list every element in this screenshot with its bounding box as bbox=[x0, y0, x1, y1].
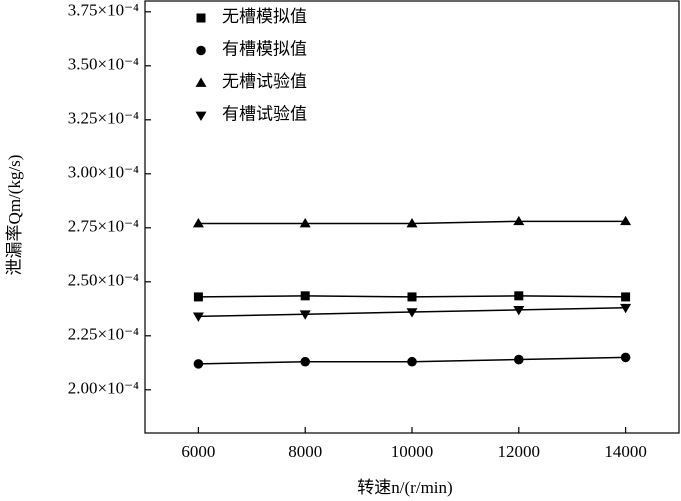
y-tick-label: 2.75×10⁻⁴ bbox=[68, 217, 139, 236]
legend-label: 无槽模拟值 bbox=[222, 7, 307, 26]
marker-square bbox=[196, 13, 206, 23]
marker-circle bbox=[196, 45, 206, 56]
legend-label: 有槽模拟值 bbox=[222, 39, 307, 58]
y-tick-label: 3.00×10⁻⁴ bbox=[68, 163, 139, 182]
y-tick-label: 3.50×10⁻⁴ bbox=[68, 55, 139, 74]
marker-triangle-down bbox=[406, 308, 418, 318]
y-tick-label: 2.00×10⁻⁴ bbox=[68, 379, 139, 398]
marker-square bbox=[300, 291, 310, 301]
marker-triangle-down bbox=[620, 303, 632, 314]
marker-circle bbox=[620, 352, 631, 363]
marker-circle bbox=[193, 359, 204, 369]
marker-triangle-down bbox=[192, 312, 204, 322]
marker-square bbox=[514, 291, 524, 301]
marker-triangle-down bbox=[195, 111, 207, 121]
marker-square bbox=[621, 292, 631, 302]
y-tick-label: 3.75×10⁻⁴ bbox=[68, 1, 139, 20]
x-tick-label: 6000 bbox=[181, 442, 215, 461]
marker-triangle-up bbox=[406, 217, 418, 228]
marker-triangle-up bbox=[192, 217, 204, 228]
plot-frame bbox=[144, 0, 680, 434]
marker-circle bbox=[300, 356, 311, 367]
y-tick-label: 3.25×10⁻⁴ bbox=[68, 109, 139, 128]
marker-triangle-up bbox=[299, 217, 311, 228]
x-tick-label: 10000 bbox=[391, 442, 434, 461]
marker-circle bbox=[514, 354, 524, 365]
x-tick-label: 8000 bbox=[288, 442, 322, 461]
legend-label: 无槽试验值 bbox=[222, 72, 307, 91]
marker-triangle-up bbox=[195, 77, 207, 87]
marker-triangle-down bbox=[299, 310, 311, 320]
marker-triangle-up bbox=[620, 215, 632, 226]
x-tick-label: 12000 bbox=[498, 442, 541, 461]
marker-square bbox=[193, 292, 203, 302]
x-axis-label: 转速n/(r/min) bbox=[357, 478, 452, 497]
marker-triangle-down bbox=[513, 306, 525, 316]
y-axis-label: 泄漏率Qm/(kg/s) bbox=[5, 155, 24, 276]
marker-square bbox=[407, 292, 417, 302]
x-tick-label: 14000 bbox=[604, 442, 647, 461]
legend-label: 有槽试验值 bbox=[222, 104, 307, 123]
y-tick-label: 2.25×10⁻⁴ bbox=[68, 325, 139, 344]
y-tick-label: 2.50×10⁻⁴ bbox=[68, 271, 139, 290]
marker-triangle-up bbox=[513, 215, 525, 226]
marker-circle bbox=[407, 356, 417, 367]
